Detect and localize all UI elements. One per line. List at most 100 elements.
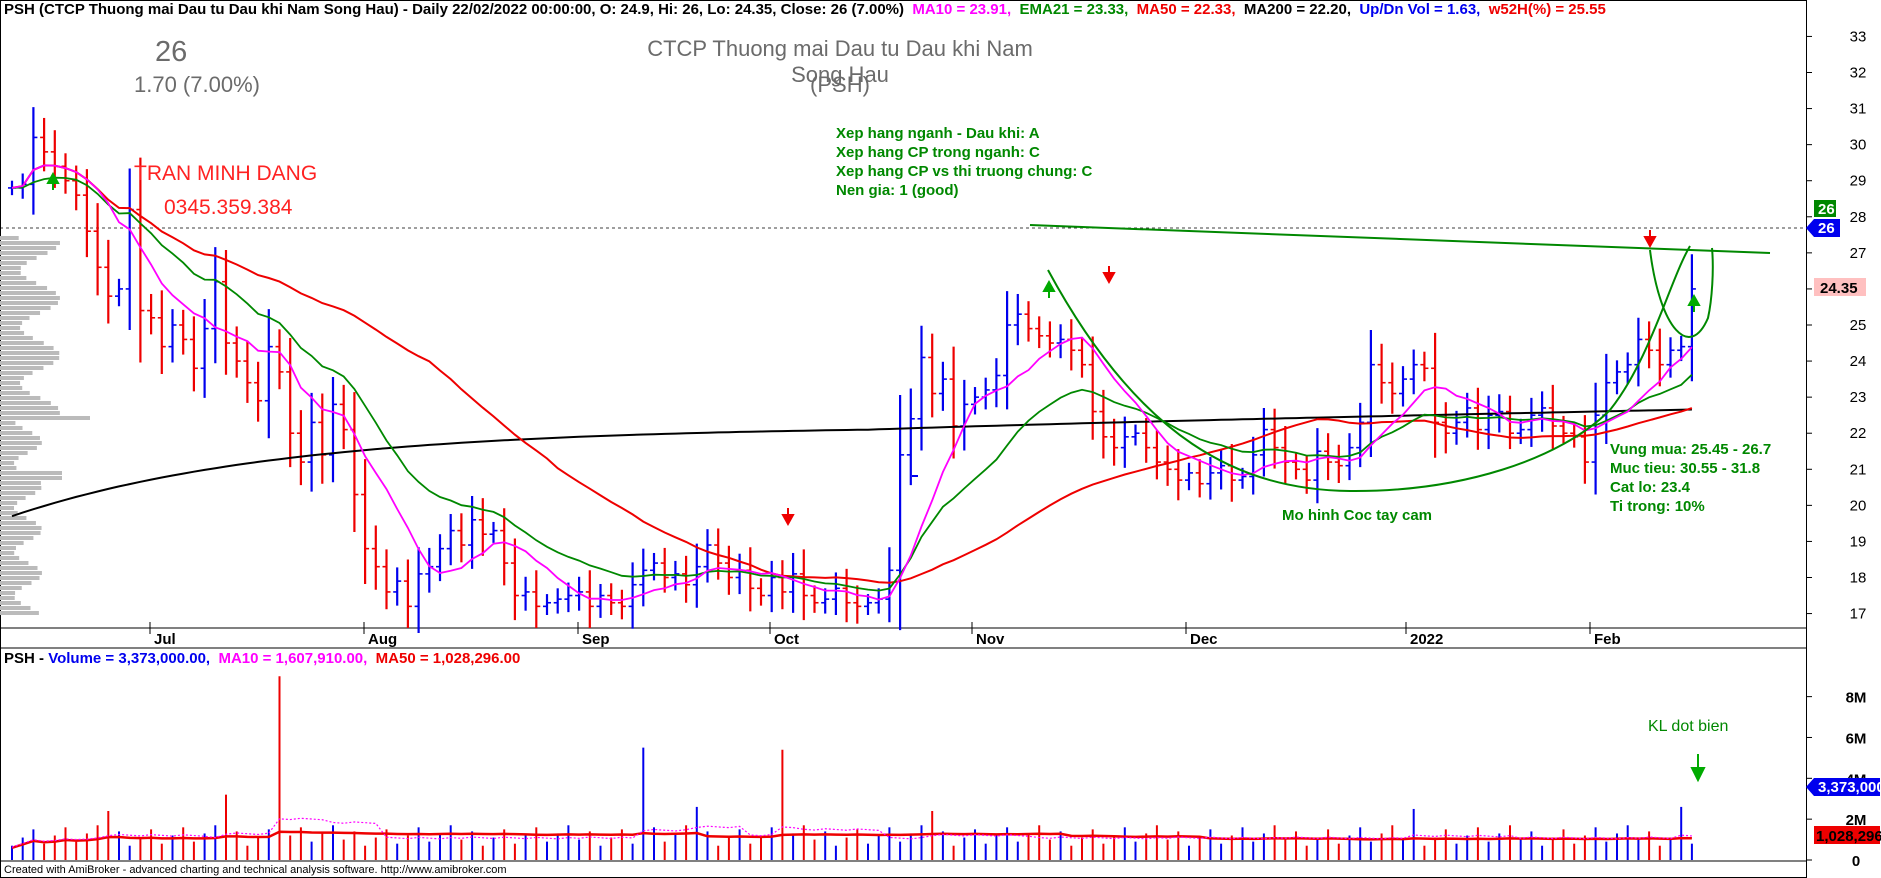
profile-bar [0,236,19,240]
pattern-label: Mo hinh Coc tay cam [1282,507,1433,524]
axis-badges: 26 26 24.35 3,373,000 1,028,296 [1806,200,1881,845]
price-bar [1110,418,1119,466]
profile-bar [0,451,28,455]
profile-bar [0,371,33,375]
price-bar [1548,384,1557,450]
sell-arrow-icon [1643,230,1657,249]
buy-arrow-icon [46,171,60,190]
price-bar [1099,389,1108,459]
price-tick-label: 29 [1850,173,1867,190]
profile-bar [0,321,23,325]
price-bar [136,157,145,363]
profile-bar [0,261,27,265]
volume-tick-label: 2M [1846,812,1867,829]
volume-bars [11,676,1693,860]
price-bar [436,534,444,582]
profile-bar [0,426,23,430]
price-bar [254,361,263,422]
profile-bar [0,346,54,350]
price-bar [125,168,134,331]
price-bar [350,392,359,533]
price-tick-label: 30 [1850,137,1867,154]
last-close-badge: 26 [1806,219,1840,237]
profile-bar [0,481,41,485]
profile-bar [0,391,30,395]
volume-profile [0,236,90,615]
price-bar [307,392,316,492]
price-bar [885,547,894,623]
price-bar [1527,397,1536,447]
profile-bar [0,591,16,595]
price-bar [1591,382,1600,495]
profile-bar [0,351,60,355]
price-bar [500,508,509,586]
price-bar [414,547,423,634]
price-bar [1195,459,1204,498]
profile-bar [0,296,60,300]
price-bar [93,203,102,296]
price-bar [40,117,49,172]
price-bar [1185,462,1193,491]
price-bar [1366,330,1375,458]
profile-bar [0,551,15,555]
stop-loss: Cat lo: 23.4 [1610,479,1691,496]
price-bar [329,376,337,483]
profile-bar [0,486,42,490]
price-bar [82,169,91,258]
price-bar [393,567,402,606]
profile-bar [0,396,41,400]
price-bar [1623,352,1632,385]
volume-header: PSH - Volume = 3,373,000.00, MA10 = 1,60… [4,650,520,667]
price-bar [1484,395,1493,450]
price-bar [1035,316,1044,349]
price-bar [1078,337,1086,378]
profile-bar [0,496,26,500]
price-bar [703,529,712,583]
price-bar [821,588,830,614]
price-bar [660,547,669,593]
profile-bar [0,586,22,590]
symbol-line: PSH (CTCP Thuong mai Dau tu Dau khi Nam … [4,1,904,18]
price-bar [746,547,755,612]
price-bar [29,107,38,215]
price-bar [682,555,691,603]
volume-arrow-icon [1690,754,1706,783]
profile-bar [0,506,15,510]
ma200-line [11,408,1692,518]
profile-bar [0,421,16,425]
profile-bar [0,401,51,405]
volume-badge: 3,373,000 [1806,778,1881,796]
price-bar [371,525,380,590]
price-bar [767,560,776,613]
profile-bar [0,306,51,310]
ma50-line [11,164,1693,584]
volume-prefix: PSH - [4,650,49,667]
price-bar [1388,362,1397,414]
profile-bar [0,491,36,495]
prev-price-label: 26 [1818,201,1835,218]
profile-bar [0,251,48,255]
price-bar [286,337,295,468]
profile-bar [0,326,21,330]
price-bar [596,583,605,618]
resistance-line [1029,224,1771,254]
price-bar [361,459,370,584]
price-bar [275,329,284,390]
profile-bar [0,576,40,580]
company-name: CTCP Thuong mai Dau tu Dau khi Nam Song … [647,36,1033,87]
price-header: PSH (CTCP Thuong mai Dau tu Dau khi Nam … [4,1,1606,18]
price-bar [179,309,188,355]
price-tick-label: 33 [1850,28,1867,45]
profile-bar [0,511,18,515]
price-bar [446,514,455,566]
profile-bar [0,471,62,475]
price-bar [521,576,530,611]
low-price-badge [1814,278,1866,296]
price-bar [457,513,466,563]
rating-industry: Xep hang nganh - Dau khi: A [836,125,1040,142]
profile-bar [0,566,38,570]
price-bar [617,589,626,620]
ma50-value: MA50 = 22.33, [1136,1,1236,18]
buy-zone: Vung mua: 25.45 - 26.7 [1610,441,1772,458]
price-bar [1441,402,1450,454]
